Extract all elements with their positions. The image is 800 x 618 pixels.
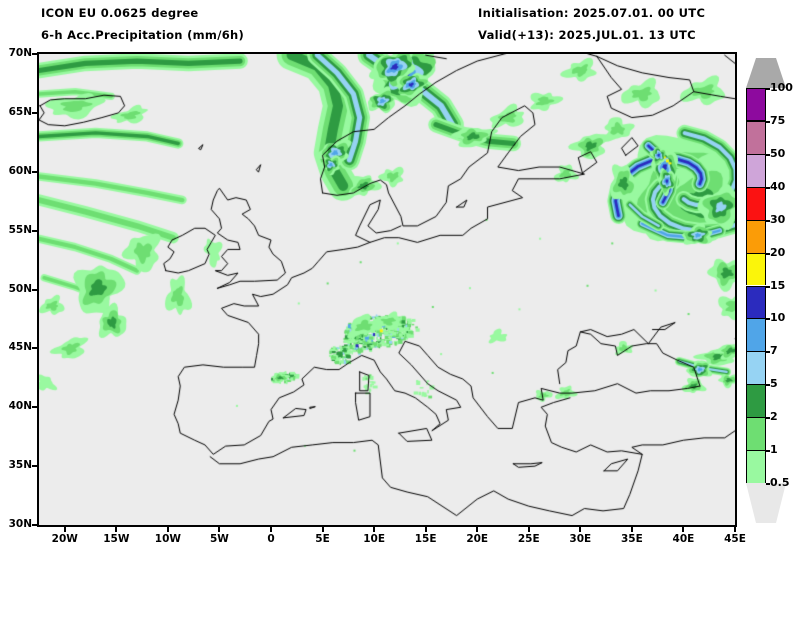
header-valid-line: Valid(+13): 2025.JUL.01. 13 UTC: [478, 28, 696, 42]
lat-tick-label: 35N: [8, 459, 32, 472]
lon-tick: [682, 527, 685, 532]
lat-tick: [32, 288, 37, 291]
lat-tick-label: 45N: [8, 341, 32, 354]
lon-tick-label: 15E: [414, 533, 437, 545]
colorbar-band: [746, 120, 766, 154]
precipitation-raster: [39, 54, 735, 525]
colorbar-tick-label: 40: [770, 179, 786, 193]
lat-tick: [32, 170, 37, 173]
lat-tick-label: 65N: [8, 105, 32, 118]
lon-tick: [166, 527, 169, 532]
lon-tick-label: 5W: [209, 533, 229, 545]
colorbar-tick-label: 100: [770, 81, 793, 94]
colorbar-tick: [766, 483, 770, 485]
colorbar-band: [746, 252, 766, 286]
colorbar-band: [746, 318, 766, 352]
colorbar-over-arrow: [746, 58, 786, 88]
lon-tick: [734, 527, 736, 532]
colorbar-tick: [766, 417, 770, 420]
lon-tick: [63, 527, 66, 532]
header-model-line: ICON EU 0.0625 degree: [41, 6, 199, 20]
colorbar-tick-label: 1: [770, 443, 778, 457]
colorbar-tick: [766, 318, 770, 321]
colorbar-band: [746, 384, 766, 418]
colorbar-tick-label: 15: [770, 278, 786, 292]
lon-tick: [218, 527, 221, 532]
lat-tick: [32, 524, 37, 526]
header-init-line: Initialisation: 2025.07.01. 00 UTC: [478, 6, 706, 20]
lon-tick: [115, 527, 118, 532]
lon-tick: [579, 527, 582, 532]
colorbar-band: [746, 351, 766, 385]
lon-tick-label: 40E: [672, 533, 695, 545]
lon-tick-label: 15W: [103, 533, 130, 545]
colorbar-tick: [766, 153, 770, 156]
colorbar-tick: [766, 120, 770, 123]
lon-tick: [476, 527, 479, 532]
colorbar-under-arrow: [746, 483, 786, 523]
lat-tick: [32, 347, 37, 350]
lon-tick-label: 20W: [51, 533, 78, 545]
lon-tick: [424, 527, 427, 532]
colorbar-band: [746, 450, 766, 483]
lon-tick: [321, 527, 324, 532]
lon-tick-label: 10E: [363, 533, 385, 545]
colorbar-tick: [766, 88, 770, 90]
map-plot-area: [37, 52, 737, 527]
colorbar-tick: [766, 351, 770, 354]
lat-tick-label: 50N: [8, 282, 32, 295]
header-field-line: 6-h Acc.Precipitation (mm/6h): [41, 28, 245, 42]
colorbar-tick-label: 75: [770, 113, 786, 127]
colorbar-tick: [766, 252, 770, 255]
colorbar: [746, 88, 766, 483]
lat-tick: [32, 53, 37, 55]
colorbar-band: [746, 153, 766, 187]
lat-tick-label: 60N: [8, 164, 32, 177]
lat-tick: [32, 406, 37, 409]
colorbar-tick-label: 2: [770, 410, 778, 424]
lat-tick: [32, 465, 37, 468]
lon-tick-label: 10W: [154, 533, 181, 545]
lon-tick: [373, 527, 376, 532]
colorbar-tick: [766, 219, 770, 222]
lat-tick-label: 30N: [8, 518, 32, 530]
colorbar-tick-label: 5: [770, 377, 778, 391]
lon-tick: [630, 527, 633, 532]
colorbar-tick-label: 50: [770, 146, 786, 160]
lon-tick-label: 5E: [315, 533, 330, 545]
lat-tick-label: 40N: [8, 400, 32, 413]
colorbar-band: [746, 285, 766, 319]
colorbar-band: [746, 88, 766, 121]
colorbar-tick: [766, 450, 770, 453]
lon-tick-label: 35E: [620, 533, 643, 545]
lon-tick-label: 30E: [569, 533, 592, 545]
lat-tick: [32, 229, 37, 232]
colorbar-tick-label: 30: [770, 212, 786, 226]
colorbar-band: [746, 219, 766, 253]
colorbar-band: [746, 417, 766, 451]
lon-tick-label: 20E: [466, 533, 489, 545]
colorbar-tick-label: 7: [770, 344, 778, 358]
colorbar-tick-label: 0.5: [770, 476, 790, 489]
lat-tick: [32, 111, 37, 114]
colorbar-tick: [766, 285, 770, 288]
colorbar-tick: [766, 186, 770, 189]
lon-tick-label: 0: [267, 533, 275, 545]
lon-tick: [270, 527, 272, 532]
colorbar-tick-label: 10: [770, 311, 786, 325]
lat-tick-label: 55N: [8, 223, 32, 236]
lat-tick-label: 70N: [8, 47, 32, 59]
colorbar-band: [746, 186, 766, 220]
lon-tick-label: 45E: [724, 533, 746, 545]
lon-tick-label: 25E: [517, 533, 540, 545]
colorbar-tick-label: 20: [770, 245, 786, 259]
colorbar-tick: [766, 384, 770, 387]
lon-tick: [527, 527, 530, 532]
